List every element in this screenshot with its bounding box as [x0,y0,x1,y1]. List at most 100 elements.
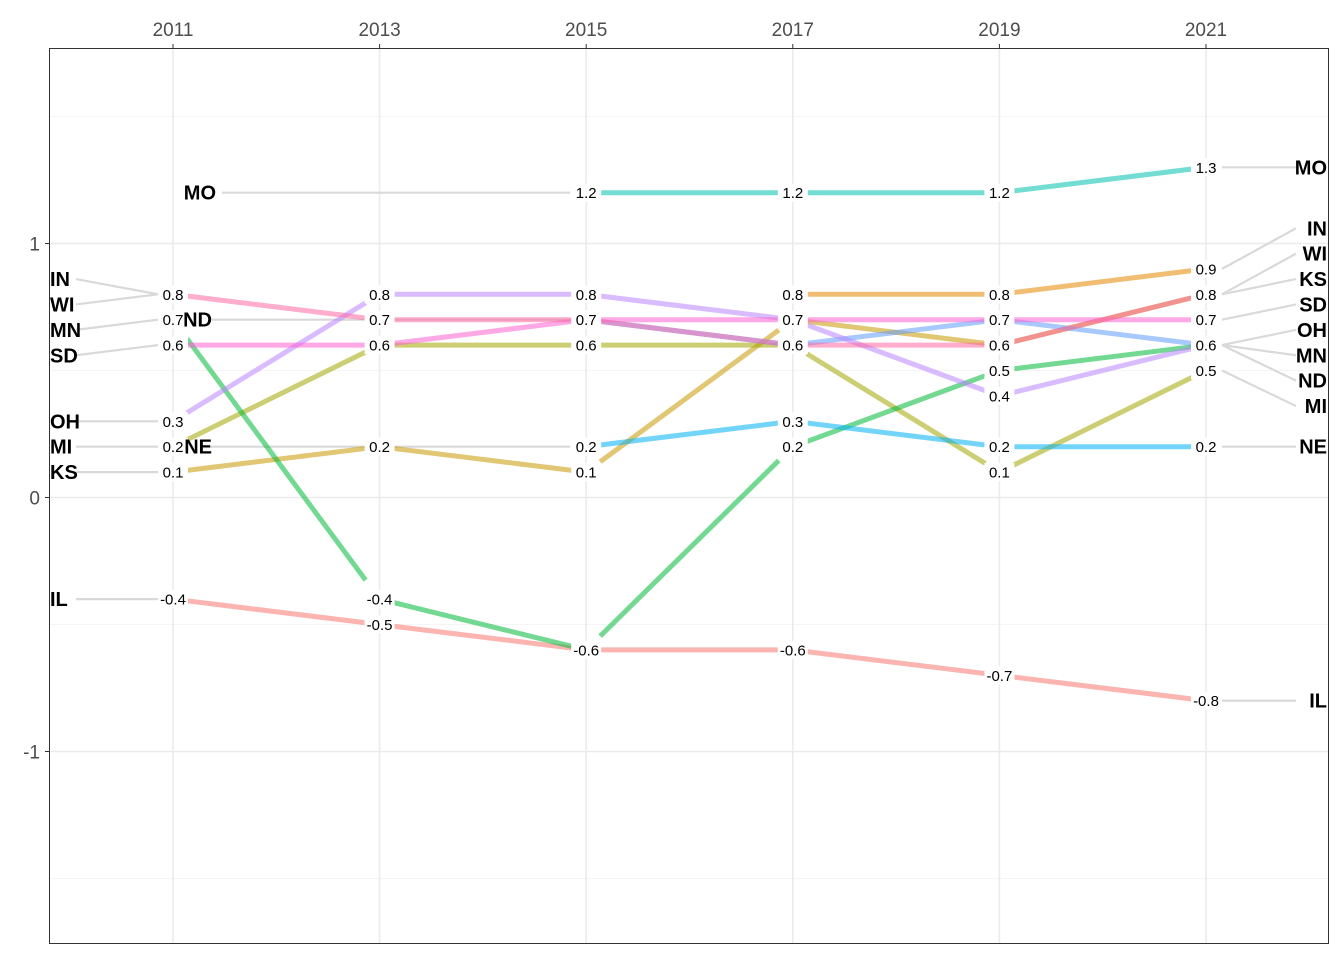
state-labels: IN WI MN SD OH MI KS IL ND NE MO MO IN WI KS SD OH MN ND MI… [50,157,1327,712]
value-label-bg [1191,259,1221,278]
value-label-mn: 0.6 [1196,338,1217,355]
left-state-label: IL [50,589,68,611]
right-connector-line [1221,328,1297,347]
value-label-mn: 0.2 [782,439,803,456]
value-label-mo: 1.3 [1196,160,1217,177]
right-connector-line [1221,277,1297,296]
right-state-label: MO [1295,157,1327,179]
value-label-bg [777,310,808,329]
right-state-label: ND [1298,371,1327,393]
value-label-ks: 0.1 [576,465,597,482]
value-label-bg [984,285,1015,304]
value-label-bg [777,285,808,304]
x-tick-label: 2015 [565,20,607,41]
right-connector-line [1221,369,1297,408]
value-label-bg [984,666,1015,685]
series-line-wi [599,318,780,346]
value-label-bg [984,361,1015,380]
series-line-nd [806,318,986,346]
right-state-label: NE [1299,437,1327,459]
value-label-mi: 0.5 [1196,363,1217,380]
series-line-wi [1012,295,1193,345]
value-label-bg [158,285,188,304]
value-label-nd: 0.7 [989,312,1010,329]
value-label-ne: 0.3 [782,414,803,431]
value-label-bg [364,590,395,609]
value-label-mi: 0.6 [782,338,803,355]
series-line-wi [186,293,366,321]
gridlines [50,49,1328,943]
value-label-bg [1191,310,1221,329]
series-lines [184,166,1194,702]
value-label-bg [571,183,602,202]
right-connector-line [1221,344,1297,357]
value-label-mi: 0.6 [576,338,597,355]
series-line-ne [806,420,986,448]
series-line-oh [805,322,987,394]
value-label-bg [777,412,808,431]
series-line-mi [1012,375,1194,468]
series-line-il [806,649,986,677]
value-label-oh: 0.4 [989,388,1010,405]
x-tick-label: 2017 [772,20,814,41]
value-label-mo: 1.2 [576,185,597,202]
right-state-label: IN [1307,218,1327,240]
value-label-bg [571,463,602,482]
left-state-label: KS [50,462,78,484]
left-connector-line [75,293,159,306]
series-line-mo [1013,166,1193,194]
series-line-il [393,623,573,651]
series-line-il [1013,674,1193,702]
value-label-ks: 0.7 [782,312,803,329]
left-connector-line [75,318,159,331]
value-label-il: -0.8 [1193,693,1219,710]
value-label-bg [1191,336,1221,355]
right-connector-line [1221,227,1297,270]
value-label-bg [984,310,1015,329]
value-label-in: 0.8 [782,287,803,304]
x-tick-label: 2013 [358,20,400,41]
value-label-bg [158,412,188,431]
value-label-ne: 0.2 [576,439,597,456]
left-state-label: WI [50,294,74,316]
series-line-ks [393,445,573,473]
series-line-oh [185,300,367,415]
value-label-bg [571,640,602,659]
value-label-bg [158,336,188,355]
value-label-bg [777,437,808,456]
value-label-bg [158,437,188,456]
value-label-il: -0.6 [780,642,806,659]
value-label-bg [364,615,395,634]
axes: 2011 2013 2015 2017 2019 2021 -1 0 1 [23,20,1227,764]
value-label-bg [777,640,808,659]
x-tick-label: 2019 [978,20,1020,41]
y-tick-label: -1 [23,743,40,764]
inline-state-label: NE [184,437,212,459]
value-label-bg [777,336,808,355]
series-line-mn [805,373,987,444]
value-label-bg [364,285,395,304]
value-label-bg [984,336,1015,355]
value-label-sd: 0.6 [163,338,184,355]
inline-state-label: MO [184,183,216,205]
left-connector-line [75,277,159,296]
x-tick-label: 2021 [1185,20,1227,41]
series-line-nd [1013,318,1193,346]
right-connector-line [1221,303,1297,321]
value-label-oh: 0.3 [163,414,184,431]
value-label-bg [1191,691,1221,710]
series-line-oh [599,293,780,321]
value-label-bg [1191,437,1221,456]
right-state-label: MI [1305,396,1327,418]
value-label-bg [571,437,602,456]
value-label-bg [777,183,808,202]
value-label-il: -0.6 [573,642,599,659]
value-label-bg [364,437,395,456]
value-label-ks: 0.8 [1196,287,1217,304]
right-state-label: SD [1299,294,1327,316]
value-label-bg [158,310,188,329]
value-label-mi: 0.2 [163,439,184,456]
series-line-mn [393,600,573,649]
y-tick-label: 0 [29,489,40,510]
